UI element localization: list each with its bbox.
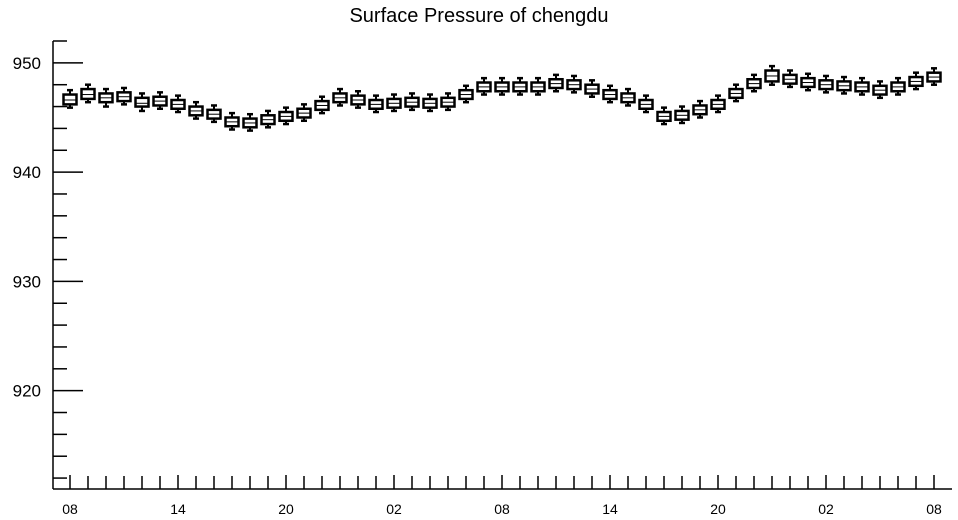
box-plot (98, 87, 114, 108)
box-plot (890, 76, 906, 96)
x-tick-label: 20 (710, 501, 726, 517)
box-plot (206, 104, 222, 124)
box-iqr (134, 96, 150, 108)
box-plot (872, 80, 888, 100)
box-plot (818, 74, 834, 94)
boxes-group (62, 64, 942, 132)
box-plot (566, 74, 582, 94)
box-plot (332, 87, 348, 107)
box-plot (854, 76, 870, 96)
box-iqr (62, 93, 78, 106)
box-plot (638, 94, 654, 114)
y-tick-label: 930 (13, 272, 41, 291)
box-plot (656, 106, 672, 126)
box-plot (296, 103, 312, 123)
box-plot (494, 76, 510, 96)
y-tick-label: 940 (13, 163, 41, 182)
box-plot (314, 95, 330, 115)
x-tick-label: 14 (602, 501, 618, 517)
x-tick-label: 02 (818, 501, 834, 517)
box-plot (476, 76, 492, 96)
box-plot (746, 73, 762, 93)
box-plot (800, 72, 816, 92)
box-plot (368, 94, 384, 114)
box-plot (836, 75, 852, 95)
box-plot (170, 94, 186, 114)
x-tick-label: 08 (926, 501, 942, 517)
box-plot (188, 100, 204, 120)
box-plot (80, 83, 96, 104)
box-plot (224, 111, 240, 131)
box-plot (692, 99, 708, 119)
box-plot (350, 90, 366, 109)
x-tick-label: 14 (170, 501, 186, 517)
box-plot (530, 76, 546, 96)
box-plot (152, 91, 168, 110)
box-plot (458, 84, 474, 104)
box-plot (908, 71, 924, 91)
box-plot (620, 87, 636, 107)
y-tick-label: 920 (13, 382, 41, 401)
box-plot (926, 67, 942, 86)
box-plot (422, 93, 438, 113)
box-plot (134, 92, 150, 113)
box-iqr (80, 87, 96, 101)
box-plot (602, 84, 618, 104)
axes: 920 930 940 950 08 14 20 02 08 14 20 02 08 (13, 40, 952, 517)
box-plot (278, 106, 294, 126)
box-plot (548, 73, 564, 93)
box-plot (728, 83, 744, 103)
box-plot (260, 109, 276, 129)
box-plot (242, 112, 258, 132)
x-tick-label: 08 (62, 501, 78, 517)
box-plot (62, 88, 78, 109)
box-plot (404, 92, 420, 112)
box-plot (782, 69, 798, 89)
box-plot (710, 94, 726, 114)
x-tick-label: 20 (278, 501, 294, 517)
box-plot (116, 86, 132, 106)
x-tick-label: 02 (386, 501, 402, 517)
box-plot (386, 93, 402, 113)
chart-title: Surface Pressure of chengdu (349, 5, 608, 27)
box-plot (512, 76, 528, 96)
x-tick-label: 08 (494, 501, 510, 517)
box-plot (674, 105, 690, 125)
box-plot (764, 64, 780, 86)
y-tick-label: 950 (13, 54, 41, 73)
box-plot (584, 79, 600, 98)
box-plot (440, 92, 456, 112)
